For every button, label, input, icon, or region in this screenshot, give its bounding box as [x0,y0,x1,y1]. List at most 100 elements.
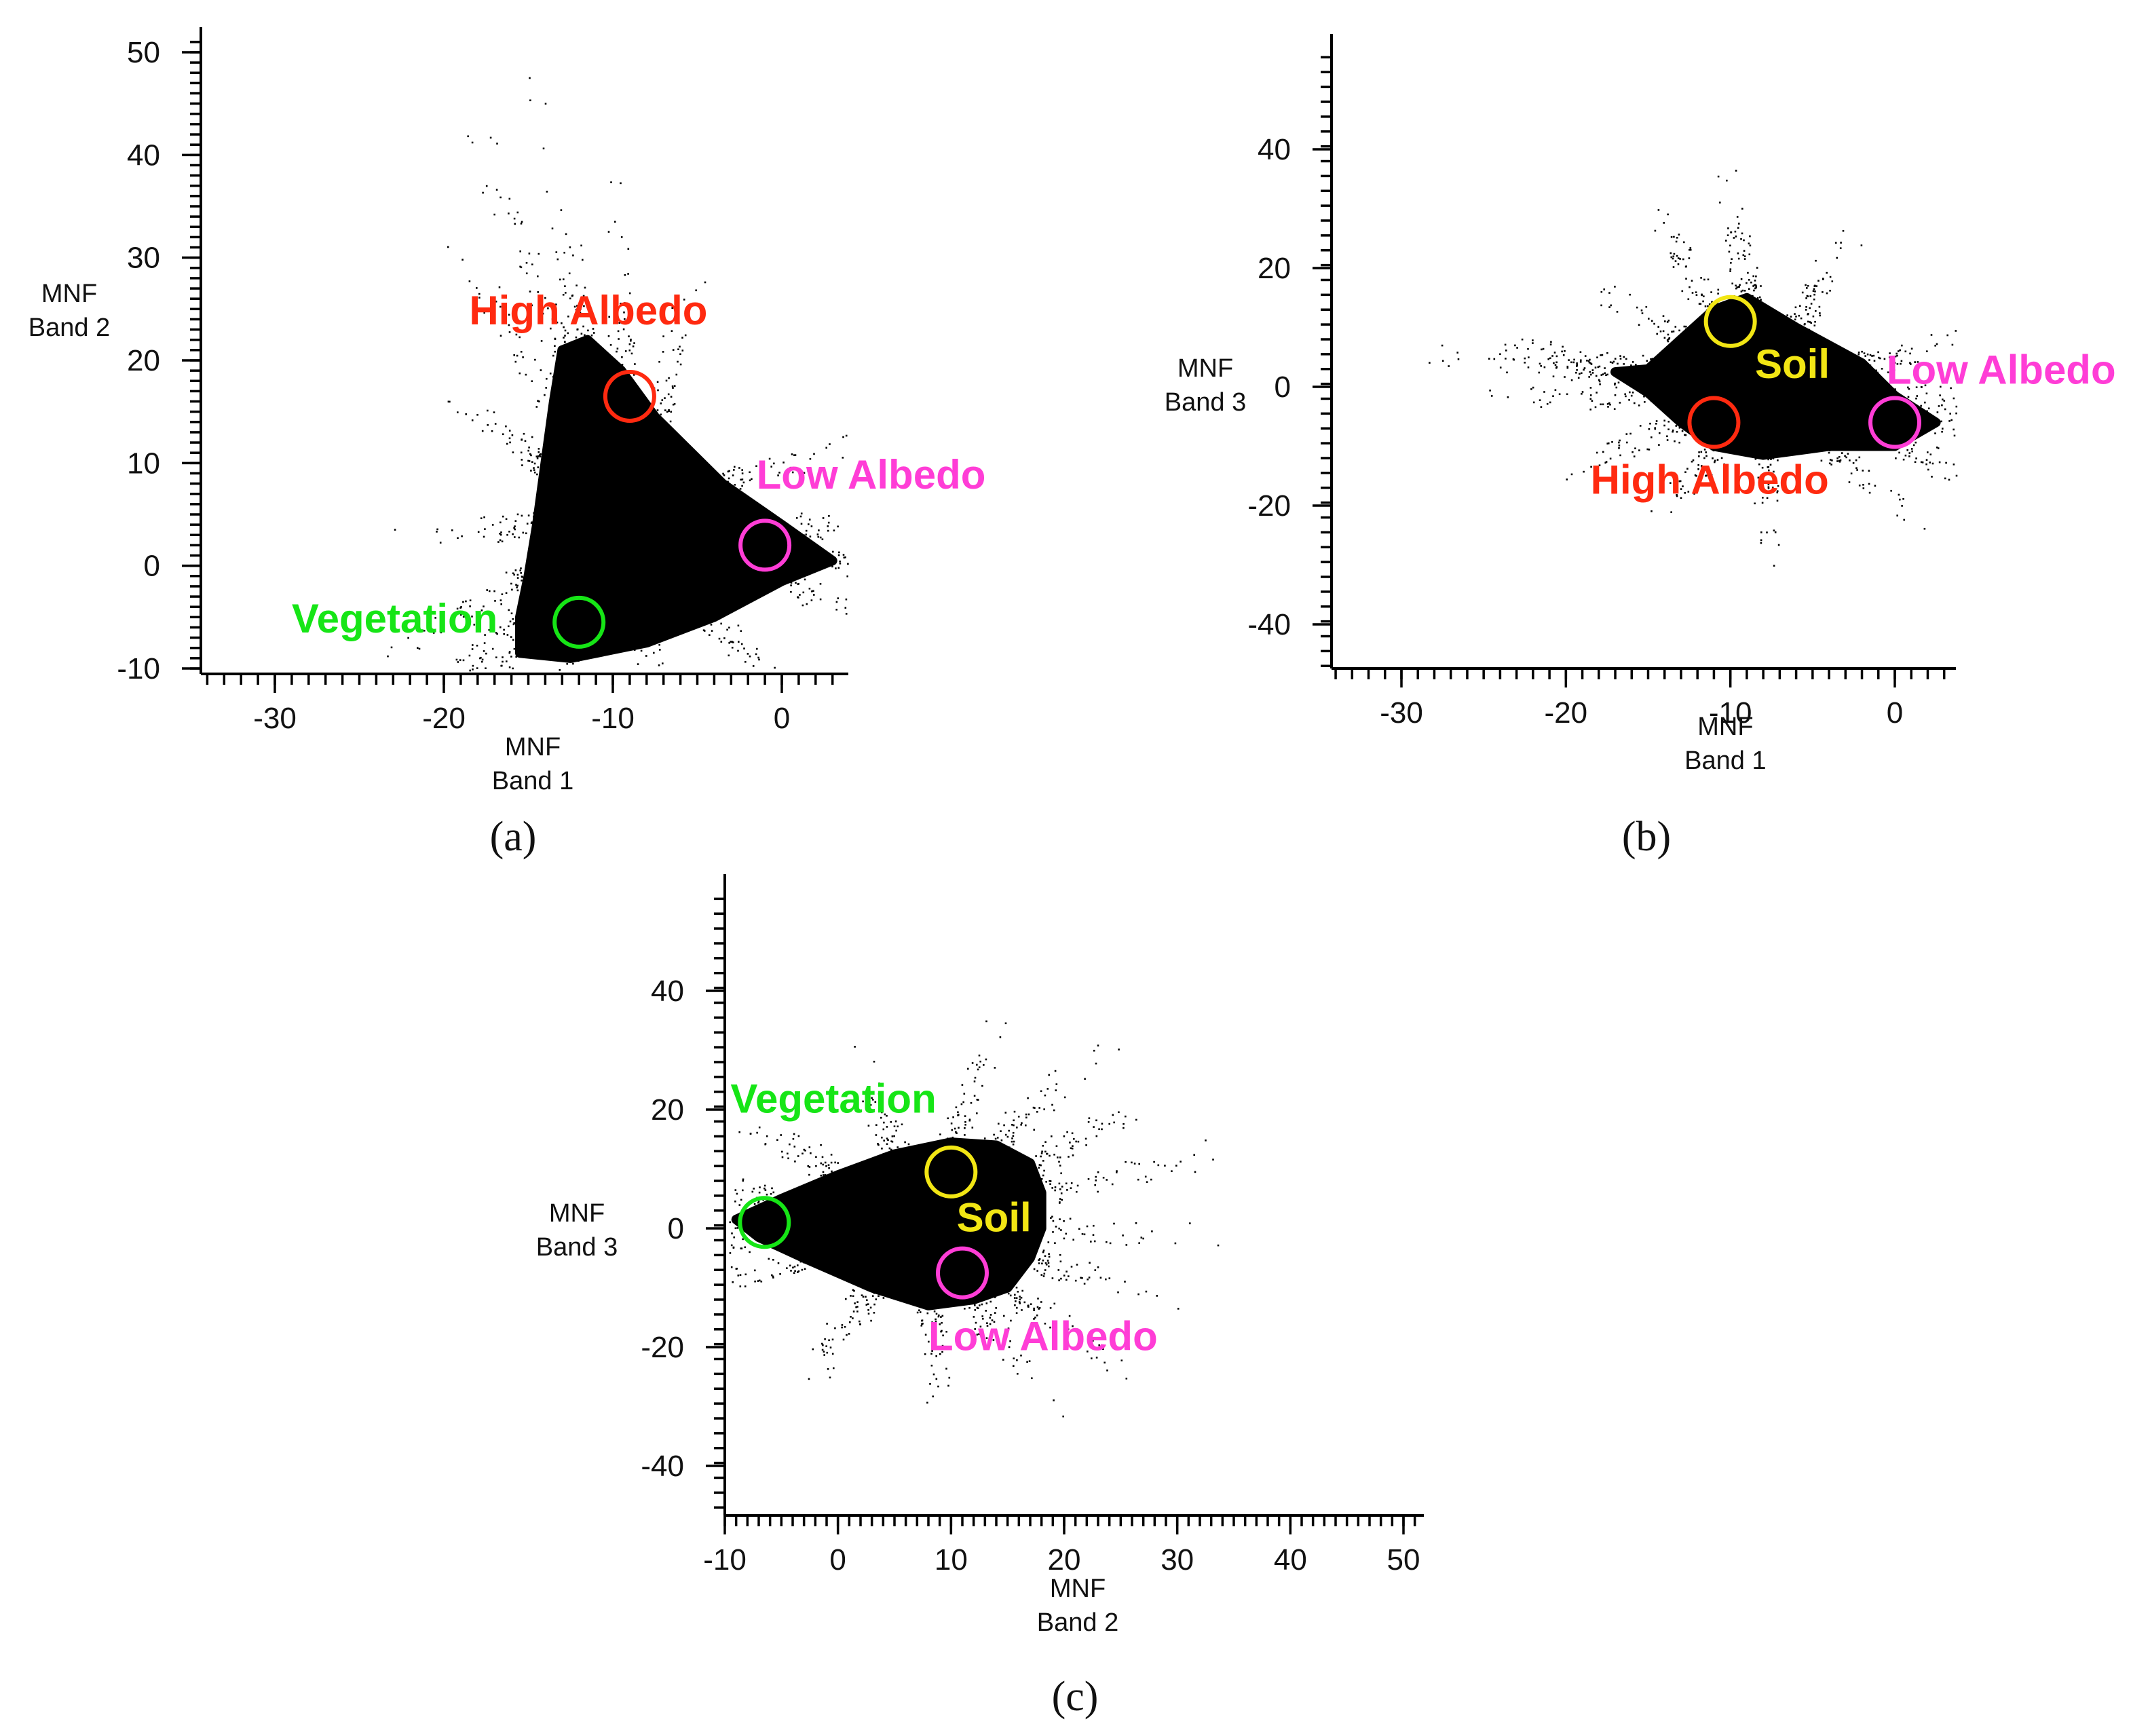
x-tick-label: 10 [935,1543,968,1577]
scatter-point [511,434,514,436]
scatter-point [1756,267,1758,269]
scatter-point [753,1188,755,1190]
scatter-point [1040,1090,1042,1093]
scatter-point [390,646,393,649]
scatter-point [1953,397,1955,400]
scatter-point [754,1269,756,1272]
scatter-point [1604,372,1606,375]
scatter-point [1717,293,1719,295]
scatter-point [457,537,459,540]
scatter-point [763,1184,766,1187]
scatter-point [1113,1222,1115,1225]
scatter-point [1164,1165,1166,1167]
x-axis-title: Band 1 [492,767,573,795]
scatter-point [1040,1177,1043,1180]
scatter-point [582,325,584,328]
scatter-point [787,1152,789,1155]
scatter-point [1868,470,1870,472]
scatter-point [1008,1346,1011,1348]
scatter-point [837,554,840,556]
scatter-point [525,532,527,535]
scatter-point [634,363,636,365]
scatter-point [1632,361,1634,363]
scatter-point [1505,358,1507,360]
scatter-point [1094,1184,1096,1186]
scatter-point [529,99,531,102]
scatter-point [1562,354,1565,356]
scatter-point [1855,459,1857,461]
scatter-point [1021,1309,1023,1311]
scatter-point [1672,266,1675,268]
scatter-point [518,536,521,539]
scatter-point [1600,354,1602,356]
scatter-point [1755,285,1757,287]
scatter-point [1929,453,1932,455]
scatter-point [508,666,511,668]
scatter-point [1017,1116,1020,1118]
scatter-point [1632,451,1634,453]
scatter-point [1852,462,1855,464]
scatter-point [964,1115,966,1117]
scatter-point [1800,317,1803,320]
scatter-point [1676,494,1678,496]
scatter-point [1646,448,1648,451]
scatter-point [571,295,573,297]
scatter-point [1817,280,1819,282]
scatter-point [819,536,822,539]
scatter-point [512,533,514,535]
scatter-point [1205,1139,1207,1141]
scatter-point [483,516,485,518]
scatter-point [533,467,535,469]
scatter-point [942,1334,944,1337]
scatter-point [508,331,511,333]
scatter-point [794,1161,796,1163]
scatter-point [1060,1192,1063,1194]
scatter-point [508,430,511,432]
scatter-point [1543,366,1546,369]
scatter-point [582,295,585,297]
scatter-point [1682,485,1684,487]
scatter-point [1576,364,1578,366]
scatter-point [1680,497,1682,499]
scatter-point [797,1271,799,1273]
scatter-point [1818,305,1821,308]
scatter-point [1687,491,1690,493]
scatter-point [742,481,745,484]
scatter-point [779,1273,781,1275]
y-axis-title: Band 3 [536,1233,618,1262]
scatter-point [1699,480,1701,483]
scatter-point [1710,474,1713,476]
scatter-point [1568,359,1570,361]
x-axis-title: MNF [1697,713,1753,741]
scatter-point [772,1275,774,1278]
scatter-point [786,1267,788,1269]
scatter-point [845,613,848,615]
scatter-point [671,307,673,309]
scatter-point [540,369,542,371]
scatter-point [1633,455,1636,457]
scatter-point [1606,352,1608,354]
scatter-point [1591,372,1594,374]
scatter-point [1072,1145,1074,1147]
scatter-point [1798,314,1800,317]
scatter-point [1087,1338,1090,1340]
x-axis-title: MNF [505,733,561,761]
scatter-point [1623,356,1625,358]
scatter-point [1598,464,1601,466]
scatter-point [483,605,485,607]
endmember-circle-low-albedo [1868,396,1921,449]
scatter-point [797,1135,800,1137]
scatter-point [744,661,747,663]
y-tick-label: 10 [127,447,160,480]
scatter-point [1586,360,1588,362]
scatter-point [1875,369,1877,372]
scatter-point [1016,1359,1018,1361]
scatter-point [508,437,511,440]
scatter-point [951,1136,954,1139]
scatter-point [994,1296,996,1298]
scatter-point [1889,356,1891,358]
scatter-point [476,287,478,289]
scatter-point [976,1099,979,1101]
scatter-point [1044,1269,1046,1271]
annotation-vegetation: Vegetation [292,596,497,641]
